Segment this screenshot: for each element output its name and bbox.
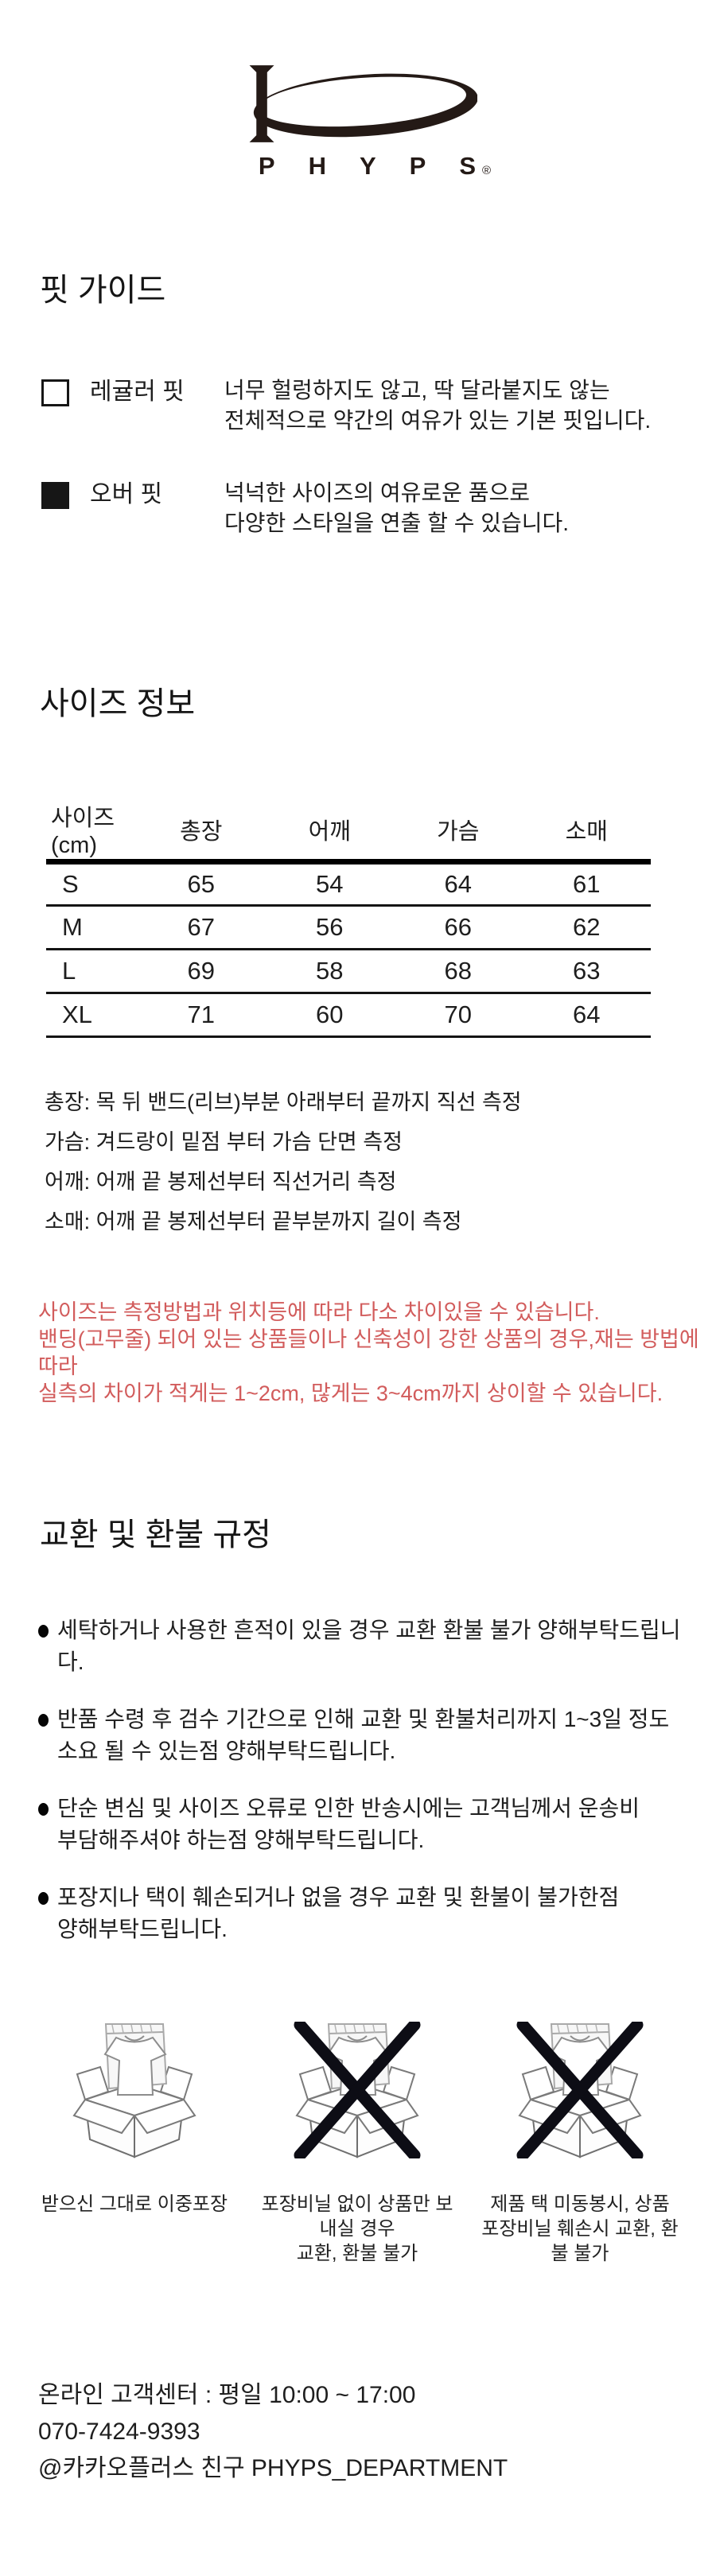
col-header-sleeve: 소매: [522, 799, 651, 864]
fit-desc-line: 다양한 스타일을 연출 할 수 있습니다.: [224, 511, 570, 535]
col-header-shoulder: 어깨: [265, 799, 394, 864]
cell-shoulder: 54: [265, 861, 394, 907]
bullet-text: 양해부탁드립니다.: [57, 1917, 228, 1941]
cell-chest: 68: [394, 949, 523, 994]
cell-size: M: [46, 905, 137, 950]
cell-length: 65: [137, 861, 266, 907]
cell-sleeve: 61: [522, 861, 651, 907]
measurement-notes: 총장: 목 뒤 밴드(리브)부분 아래부터 끝까지 직선 측정 가슴: 겨드랑이…: [45, 1082, 716, 1241]
table-row: XL 71 60 70 64: [46, 993, 651, 1038]
bullet-text: 세탁하거나 사용한 흔적이 있을 경우 교환 환불 불가 양해부탁드립니다.: [57, 1618, 681, 1674]
bullet-text: 부담해주셔야 하는점 양해부탁드립니다.: [57, 1828, 425, 1852]
cell-length: 71: [137, 993, 266, 1038]
col-header-chest: 가슴: [394, 799, 523, 864]
cell-shoulder: 60: [265, 993, 394, 1038]
packaging-item-damaged-tag: 제품 택 미동봉시, 상품 포장비닐 훼손시 교환, 환불 불가: [481, 2022, 679, 2266]
table-row: S 65 54 64 61: [46, 861, 651, 907]
caption-line: 받으신 그대로 이중포장: [41, 2193, 228, 2215]
regular-fit-swatch-icon: [41, 379, 69, 406]
cell-chest: 70: [394, 993, 523, 1038]
crossed-box-shirt-icon: [275, 2022, 439, 2158]
col-header-length: 총장: [137, 799, 266, 864]
list-item: 포장지나 택이 훼손되거나 없을 경우 교환 및 환불이 불가한점 양해부탁드립…: [38, 1882, 684, 1945]
bullet-text: 소요 될 수 있는점 양해부탁드립니다.: [57, 1739, 396, 1763]
bullet-dot-icon: [38, 1803, 49, 1816]
note-sleeve: 소매: 어깨 끝 봉제선부터 끝부분까지 길이 측정: [45, 1210, 462, 1234]
table-row: M 67 56 66 62: [46, 905, 651, 950]
cell-length: 67: [137, 905, 266, 950]
cell-shoulder: 58: [265, 949, 394, 994]
size-table-header-row: 사이즈(cm) 총장 어깨 가슴 소매: [46, 799, 651, 864]
fit-label: 레귤러 핏: [90, 379, 185, 405]
size-info-title: 사이즈 정보: [40, 686, 196, 721]
cell-shoulder: 56: [265, 905, 394, 950]
cell-sleeve: 64: [522, 993, 651, 1038]
packaging-caption: 제품 택 미동봉시, 상품 포장비닐 훼손시 교환, 환불 불가: [481, 2192, 679, 2266]
packaging-caption: 포장비닐 없이 상품만 보내실 경우 교환, 환불 불가: [260, 2192, 454, 2266]
fit-desc-line: 전체적으로 약간의 여유가 있는 기본 핏입니다.: [224, 408, 652, 433]
cell-size: L: [46, 949, 137, 994]
packaging-guide: 받으신 그대로 이중포장 포장비닐 없이 상품만 보내실 경우 교환, 환불 불…: [35, 2022, 679, 2266]
open-box-shirt-icon: [53, 2022, 216, 2158]
bullet-text: 포장지나 택이 훼손되거나 없을 경우 교환 및 환불이 불가한점: [57, 1885, 620, 1910]
table-row: L 69 58 68 63: [46, 949, 651, 994]
crossed-box-shirt-icon: [498, 2022, 662, 2158]
brand-logo: PHYPS®: [0, 65, 716, 181]
packaging-item-no-polybag: 포장비닐 없이 상품만 보내실 경우 교환, 환불 불가: [260, 2022, 454, 2266]
cell-size: S: [46, 861, 137, 907]
packaging-item-double-pack: 받으신 그대로 이중포장: [35, 2022, 234, 2266]
phyps-logo-icon: [249, 65, 477, 142]
cell-chest: 66: [394, 905, 523, 950]
cell-length: 69: [137, 949, 266, 994]
caption-line: 포장비닐 없이 상품만 보내실 경우: [261, 2193, 453, 2240]
list-item: 세탁하거나 사용한 흔적이 있을 경우 교환 환불 불가 양해부탁드립니다.: [38, 1614, 684, 1678]
packaging-caption: 받으신 그대로 이중포장: [41, 2192, 228, 2217]
fit-row-regular: 레귤러 핏 너무 헐렁하지도 않고, 딱 달라붙지도 않는 전체적으로 약간의 …: [41, 375, 684, 436]
cs-hours: 온라인 고객센터 : 평일 10:00 ~ 17:00: [38, 2382, 416, 2408]
cell-sleeve: 62: [522, 905, 651, 950]
bullet-text: 단순 변심 및 사이즈 오류로 인한 반송시에는 고객님께서 운송비: [57, 1796, 640, 1820]
over-fit-swatch-icon: [41, 482, 69, 509]
fit-description: 넉넉한 사이즈의 여유로운 품으로 다양한 스타일을 연출 할 수 있습니다.: [224, 478, 569, 538]
fit-label: 오버 핏: [90, 481, 163, 507]
policy-bullet-list: 세탁하거나 사용한 흔적이 있을 경우 교환 환불 불가 양해부탁드립니다. 반…: [38, 1614, 684, 1945]
fit-desc-line: 넉넉한 사이즈의 여유로운 품으로: [224, 480, 530, 505]
caption-line: 포장비닐 훼손시 교환, 환불 불가: [481, 2218, 679, 2264]
caption-line: 제품 택 미동봉시, 상품: [490, 2193, 670, 2215]
fit-description: 너무 헐렁하지도 않고, 딱 달라붙지도 않는 전체적으로 약간의 여유가 있는…: [224, 375, 651, 436]
bullet-text: 반품 수령 후 검수 기간으로 인해 교환 및 환불처리까지 1~3일 정도: [57, 1707, 670, 1731]
cs-kakao: @카카오플러스 친구 PHYPS_DEPARTMENT: [38, 2455, 508, 2481]
bullet-dot-icon: [38, 1892, 49, 1905]
brand-wordmark: PHYPS: [258, 152, 510, 180]
exchange-policy-title: 교환 및 환불 규정: [40, 1517, 271, 1552]
size-warning: 사이즈는 측정방법과 위치등에 따라 다소 차이있을 수 있습니다. 밴딩(고무…: [38, 1299, 716, 1407]
bullet-dot-icon: [38, 1625, 49, 1638]
warning-line: 실측의 차이가 적게는 1~2cm, 많게는 3~4cm까지 상이할 수 있습니…: [38, 1381, 663, 1405]
customer-service-info: 온라인 고객센터 : 평일 10:00 ~ 17:00 070-7424-939…: [38, 2377, 716, 2487]
fit-desc-line: 너무 헐렁하지도 않고, 딱 달라붙지도 않는: [224, 378, 610, 402]
cell-chest: 64: [394, 861, 523, 907]
note-shoulder: 어깨: 어깨 끝 봉제선부터 직선거리 측정: [45, 1170, 397, 1194]
fit-guide-title: 핏 가이드: [40, 273, 166, 308]
note-chest: 가슴: 겨드랑이 밑점 부터 가슴 단면 측정: [45, 1130, 403, 1154]
list-item: 단순 변심 및 사이즈 오류로 인한 반송시에는 고객님께서 운송비 부담해주셔…: [38, 1793, 684, 1856]
note-length: 총장: 목 뒤 밴드(리브)부분 아래부터 끝까지 직선 측정: [45, 1090, 522, 1114]
col-header-size: 사이즈(cm): [46, 799, 137, 864]
list-item: 반품 수령 후 검수 기간으로 인해 교환 및 환불처리까지 1~3일 정도 소…: [38, 1704, 684, 1767]
fit-row-over: 오버 핏 넉넉한 사이즈의 여유로운 품으로 다양한 스타일을 연출 할 수 있…: [41, 478, 684, 538]
warning-line: 밴딩(고무줄) 되어 있는 상품들이나 신축성이 강한 상품의 경우,재는 방법…: [38, 1327, 699, 1378]
size-table: 사이즈(cm) 총장 어깨 가슴 소매 S 65 54 64 61 M 67 5…: [46, 799, 651, 1038]
cell-sleeve: 63: [522, 949, 651, 994]
warning-line: 사이즈는 측정방법과 위치등에 따라 다소 차이있을 수 있습니다.: [38, 1300, 600, 1324]
cs-phone: 070-7424-9393: [38, 2419, 200, 2445]
registered-trademark: ®: [482, 164, 492, 177]
cell-size: XL: [46, 993, 137, 1038]
bullet-dot-icon: [38, 1714, 49, 1727]
caption-line: 교환, 환불 불가: [296, 2243, 418, 2264]
